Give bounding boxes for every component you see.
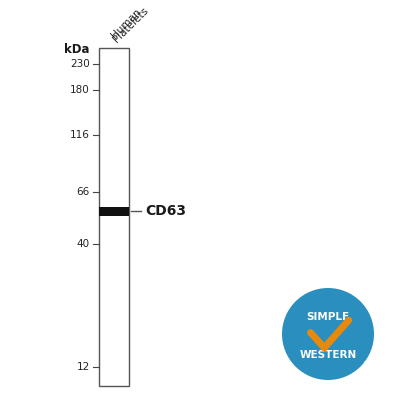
Bar — [99, 48, 129, 386]
Text: 230: 230 — [70, 60, 90, 70]
Text: SIMPLE: SIMPLE — [306, 312, 350, 322]
Text: CD63: CD63 — [145, 204, 186, 218]
Text: Platelets: Platelets — [111, 5, 150, 44]
Text: TM: TM — [364, 362, 371, 366]
Circle shape — [282, 288, 374, 380]
Text: 66: 66 — [76, 188, 90, 198]
Text: 40: 40 — [77, 239, 90, 249]
Text: Human: Human — [109, 6, 142, 40]
Text: 180: 180 — [70, 84, 90, 94]
Text: 12: 12 — [76, 362, 90, 372]
Text: WESTERN: WESTERN — [299, 350, 357, 360]
Text: 116: 116 — [70, 130, 90, 140]
Text: kDa: kDa — [64, 43, 90, 56]
Bar — [99, 207, 129, 216]
